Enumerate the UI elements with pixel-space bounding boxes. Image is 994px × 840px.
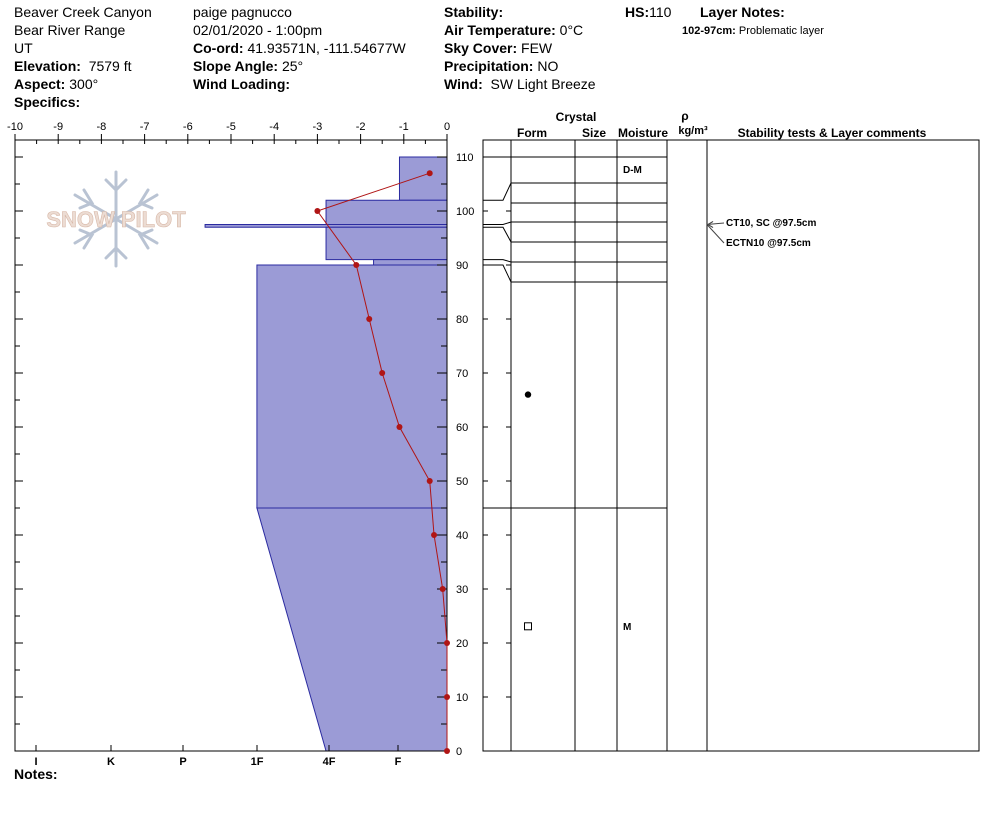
depth-tick-label: 20: [456, 638, 468, 650]
layer-boundary: [483, 259, 667, 263]
temperature-line: [316, 172, 448, 751]
depth-tick-label: 30: [456, 584, 468, 596]
header-col-3: Stability: Air Temperature: 0°C Sky Cove…: [444, 3, 596, 93]
density-unit-header: kg/m³: [678, 125, 708, 137]
slope-row: Slope Angle: 25°: [193, 58, 304, 74]
depth-tick-label: 70: [456, 368, 468, 380]
temperature-point: [431, 532, 438, 538]
grain-square-icon: [524, 622, 532, 631]
temp-tick-label: -5: [226, 121, 236, 133]
observation-datetime: 02/01/2020 - 1:00pm: [193, 22, 323, 38]
header-col-2: paige pagnucco 02/01/2020 - 1:00pm Co-or…: [193, 3, 406, 93]
temp-tick-label: 0: [444, 121, 450, 133]
precip-row: Precipitation: NO: [444, 58, 559, 74]
elevation-row: Elevation: 7579 ft: [14, 58, 132, 74]
temperature-point: [439, 586, 446, 592]
size-header: Size: [582, 126, 606, 140]
hardness-label: K: [107, 756, 115, 768]
depth-tick-label: 110: [456, 152, 474, 164]
hardness-layer: [325, 199, 448, 225]
snowflake-icon: [73, 170, 159, 268]
rho-header: ρ: [681, 109, 688, 123]
coord-row: Co-ord: 41.93571N, -111.54677W: [193, 40, 406, 56]
depth-tick-label: 100: [456, 206, 474, 218]
moisture-header: Moisture: [618, 126, 668, 140]
stability-row: Stability:: [444, 4, 504, 20]
temperature-point: [444, 640, 450, 646]
temp-tick-label: -7: [140, 121, 150, 133]
notes-label: Notes:: [14, 766, 58, 782]
depth-tick-label: 50: [456, 476, 468, 488]
arrow-icon: [707, 221, 714, 228]
watermark-text: SNOW PILOT: [46, 207, 186, 232]
hardness-layer: [398, 156, 448, 201]
moisture-value: D-M: [623, 165, 642, 176]
depth-tick-label: 60: [456, 422, 468, 434]
hardness-label: 1F: [251, 756, 264, 768]
hardness-layer: [256, 264, 448, 509]
observer-name: paige pagnucco: [193, 4, 292, 20]
stability-test-pointer: [706, 224, 725, 244]
location-name: Beaver Creek Canyon: [14, 4, 152, 20]
sky-row: Sky Cover: FEW: [444, 40, 553, 56]
temperature-point: [426, 478, 433, 484]
depth-tick-label: 10: [456, 692, 468, 704]
depth-tick-label: 80: [456, 314, 468, 326]
layers-table: D-M M CT10, SC @97.5cm ECTN10 @97.5cm: [482, 139, 980, 752]
crystal-header: Crystal: [556, 110, 597, 124]
temp-tick-label: -4: [269, 121, 279, 133]
layer-note: 102-97cm: Problematic layer: [682, 25, 824, 37]
temperature-point: [444, 694, 450, 700]
grain-round-icon: [524, 391, 532, 398]
temp-tick-label: -1: [399, 121, 409, 133]
temperature-point: [379, 370, 386, 376]
header-col-1: Beaver Creek Canyon Bear River Range UT …: [14, 3, 152, 111]
temp-tick-label: -9: [53, 121, 63, 133]
hardness-temperature-plot: -10 -9 -8 -7 -6 -5 -4 -3 -2 -1 0010203040506070809…: [7, 121, 474, 768]
hardness-label: P: [179, 756, 186, 768]
layer-boundary: [483, 226, 667, 243]
hardness-label: 4F: [323, 756, 336, 768]
temp-tick-label: -2: [356, 121, 366, 133]
temperature-point: [426, 170, 433, 177]
temp-tick-label: -3: [313, 121, 323, 133]
hardness-layer: [325, 226, 448, 261]
temperature-point: [444, 748, 450, 754]
hardness-label: F: [395, 756, 402, 768]
depth-tick-label: 0: [456, 746, 462, 758]
layer-notes-label: Layer Notes:: [700, 4, 785, 20]
stability-test-label: ECTN10 @97.5cm: [726, 238, 811, 249]
temperature-point: [396, 424, 403, 430]
table-frame: [482, 139, 980, 752]
hardness-layer: [256, 507, 448, 752]
range-name: Bear River Range: [14, 22, 126, 38]
stability-test-pointer: [706, 222, 725, 225]
layer-boundary: [483, 182, 667, 201]
moisture-value: M: [623, 622, 631, 633]
depth-tick-label: 90: [456, 260, 468, 272]
hardness-label: I: [34, 756, 37, 768]
air-temp-row: Air Temperature: 0°C: [444, 22, 584, 38]
wind-loading-row: Wind Loading:: [193, 76, 291, 92]
depth-tick-label: 40: [456, 530, 468, 542]
temp-tick-label: -8: [97, 121, 107, 133]
temp-tick-label: -6: [183, 121, 193, 133]
stability-test-label: CT10, SC @97.5cm: [726, 218, 816, 229]
temp-tick-label: -10: [7, 121, 23, 133]
temperature-point: [314, 208, 321, 214]
hs-row: HS:110: [625, 4, 672, 20]
form-header: Form: [517, 126, 547, 140]
snowpilot-watermark: SNOW PILOT: [46, 170, 187, 268]
aspect-row: Aspect: 300°: [14, 76, 99, 92]
layer-boundary: [483, 264, 667, 283]
hardness-layer: [373, 259, 448, 266]
wind-row: Wind: SW Light Breeze: [444, 76, 596, 92]
state-name: UT: [14, 40, 33, 56]
temperature-point: [366, 316, 373, 322]
specifics-row: Specifics:: [14, 94, 81, 110]
temperature-point: [353, 262, 360, 268]
stability-header: Stability tests & Layer comments: [738, 126, 927, 140]
layer-boundary: [483, 221, 667, 225]
